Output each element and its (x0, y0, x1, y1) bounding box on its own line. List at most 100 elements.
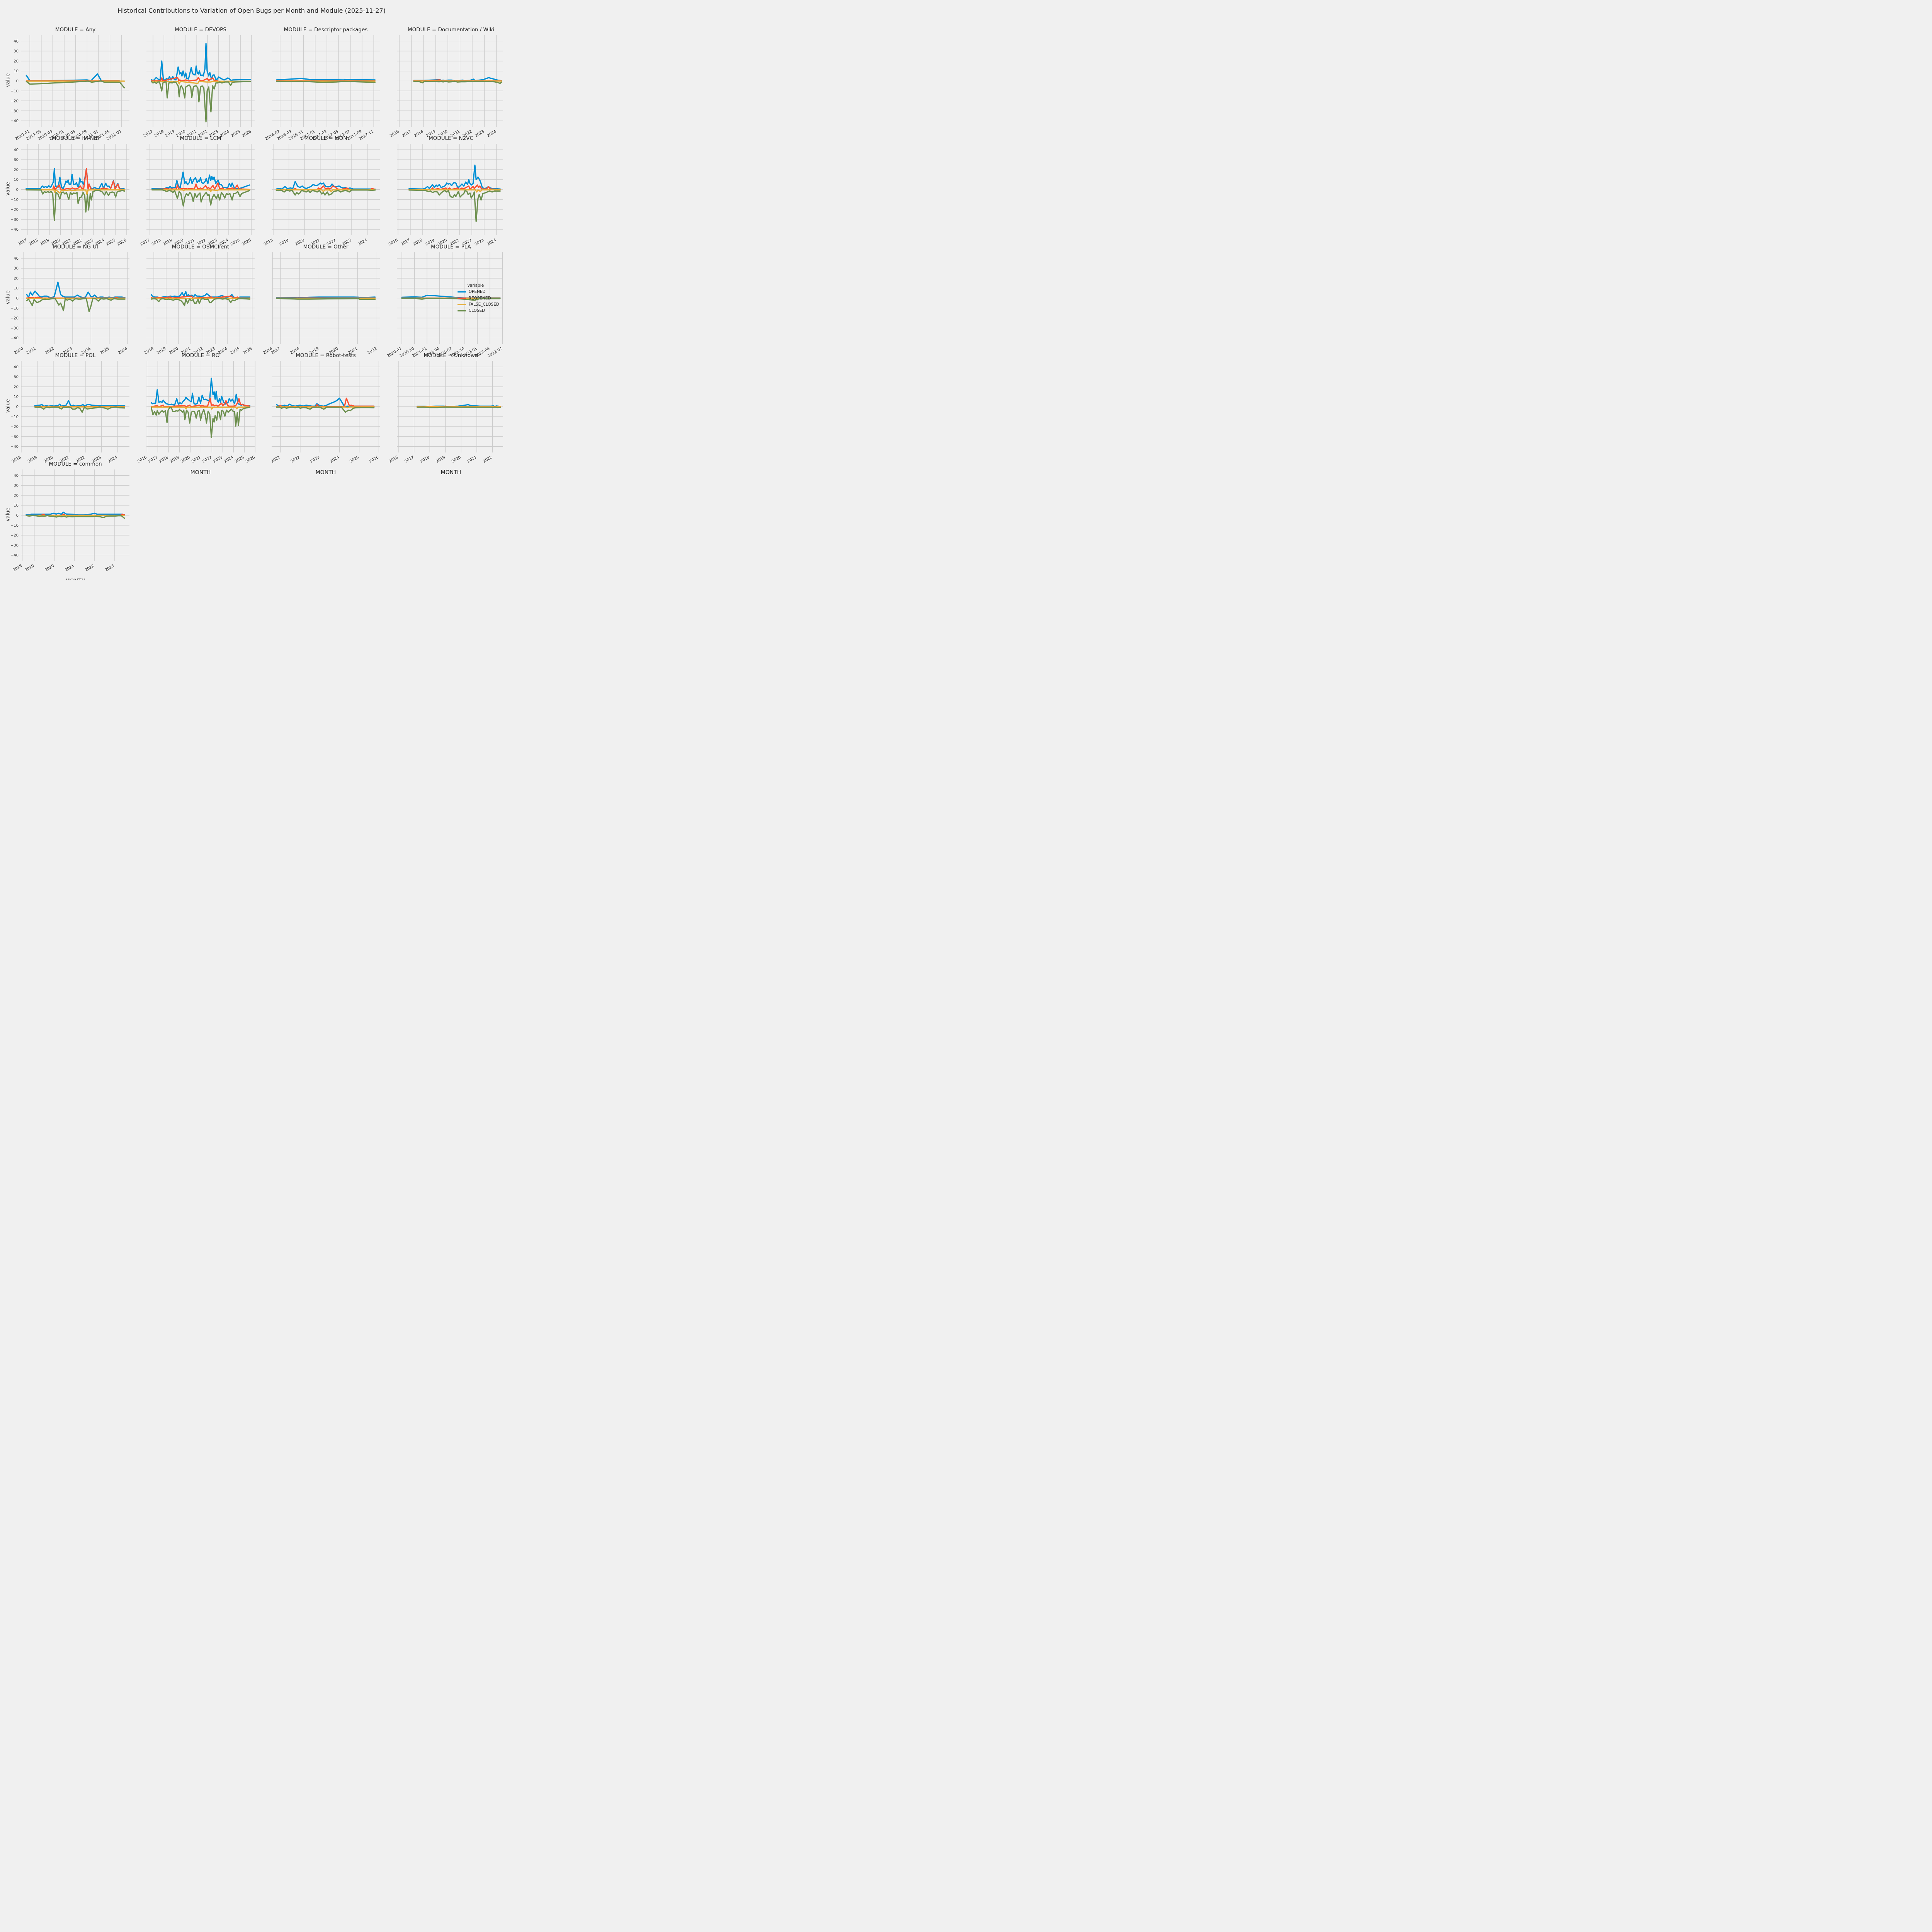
y-tick-label: −40 (10, 119, 19, 123)
chart-canvas: 2021 2022 2023 2024 2025 2026 (270, 361, 380, 464)
y-tick-label: 10 (14, 178, 19, 182)
series-reopened (151, 397, 250, 408)
y-tick-label: 0 (16, 188, 19, 192)
chart-canvas: 2020 2021 2022 2023 2024 2025 2026403020100−10… (10, 252, 129, 355)
series-closed (26, 298, 126, 312)
series-closed (151, 406, 250, 438)
series-false_closed (276, 406, 375, 408)
legend: variable OPENED REOPENED FALSE_CLOSED CLOSED (457, 282, 499, 314)
y-tick-label: 30 (14, 484, 19, 488)
x-tick-label: 2021 (191, 455, 202, 464)
chart-canvas: 2017 2018 2019 2020 2021 2022 2023 2024 2025 2026 (140, 144, 255, 247)
x-tick-label: 2022 (84, 564, 95, 572)
x-tick-label: 2016 (137, 455, 148, 464)
legend-entry-false_closed: FALSE_CLOSED (457, 301, 499, 308)
y-axis-label: value (5, 399, 11, 413)
series-reopened (408, 184, 501, 190)
y-tick-label: 30 (14, 158, 19, 162)
facet-title: MODULE = N2VC (429, 135, 473, 141)
chart-canvas: 2018 2019 2020 2021 2022 2023 40 30 20 10 0 −10 −20 −… (10, 469, 129, 572)
y-tick-label: −10 (10, 89, 19, 94)
series-reopened (151, 182, 250, 190)
y-tick-label: 20 (14, 168, 19, 172)
y-tick-label: −10 (10, 306, 19, 311)
chart-canvas: 2019-012019-052019-092020-012020-052020-… (10, 35, 129, 141)
y-tick-label: −30 (10, 543, 19, 548)
facet-title: MODULE = POL (55, 352, 96, 359)
series-closed (413, 80, 502, 84)
series-closed (276, 80, 376, 83)
y-axis-label: value (5, 73, 11, 87)
chart-canvas: 2018 2019 2020 2021 2022 2023 2024 2025 2026 (144, 252, 255, 355)
subplot-other: MODULE = Other 2016 2017 2018 2019 2020 2021 20… (262, 244, 380, 355)
series-reopened (26, 514, 125, 516)
subplot-robot-tests: MODULE = Robot-tests MONTH 2021 2022 2023 202… (270, 352, 380, 476)
series-closed (26, 80, 125, 88)
y-axis-label: value (5, 182, 11, 196)
facet-title: MODULE = MON (304, 135, 347, 141)
series-opened (26, 512, 125, 516)
y-tick-label: −10 (10, 198, 19, 202)
y-axis-label: value (5, 290, 11, 304)
subplot-documentation-wiki: MODULE = Documentation / Wiki 2016 2017 201… (389, 27, 503, 138)
x-tick-label: 2021 (64, 564, 75, 572)
subplot-descriptor-packages: MODULE = Descriptor-packages 2016-07 2016-… (265, 27, 380, 141)
figure: Historical Contributions to Variation of… (0, 0, 503, 580)
x-tick-label: 2019 (24, 564, 35, 572)
y-tick-label: 20 (14, 385, 19, 389)
subplot-im-nbi: MODULE = IM-NBI value 2017 2018 2019 2020 2021… (5, 135, 129, 247)
chart-canvas: 2016 2017 2018 2019 2020 2021 2022 2023 2024 (389, 35, 503, 138)
x-tick-label: 2020 (180, 455, 191, 464)
facet-title: MODULE = LCM (180, 135, 221, 141)
legend-swatch-icon (457, 310, 466, 312)
series-closed (151, 298, 250, 306)
subplot-devops: MODULE = DEVOPS 2017 2018 2019 2020 2021 2022 2… (143, 27, 255, 138)
series-opened (151, 171, 250, 189)
legend-label: OPENED (468, 289, 486, 294)
series-reopened (26, 168, 125, 190)
y-tick-label: 10 (14, 286, 19, 291)
x-tick-label: 2021 (467, 455, 478, 464)
chart-canvas: 2016-072016-092016-112017-012017-032017-… (265, 35, 380, 141)
y-tick-label: −20 (10, 99, 19, 104)
series-false_closed (408, 189, 501, 193)
facet-title: MODULE = DEVOPS (175, 27, 226, 33)
y-tick-label: 30 (14, 267, 19, 271)
legend-swatch-icon (457, 298, 466, 299)
y-tick-label: 40 (14, 39, 19, 44)
series-reopened (151, 77, 218, 82)
series-opened (26, 73, 120, 82)
x-tick-label: 2023 (310, 455, 321, 464)
series-opened (26, 281, 126, 298)
x-tick-label: 2025 (234, 455, 245, 464)
subplot-ro: MODULE = RO MONTH 2016 2017 2018 2019 2020 2021… (137, 352, 256, 476)
subplot-lcm: MODULE = LCM 2017 2018 2019 2020 2021 2022 2023… (140, 135, 255, 247)
facet-title: MODULE = PLA (431, 244, 471, 250)
x-tick-label: 2018 (12, 564, 23, 572)
y-tick-label: −40 (10, 553, 19, 558)
y-tick-label: −30 (10, 435, 19, 439)
chart-canvas: 2017 2018 2019 2020 2021 2022 2023 2024 2025 2026… (10, 144, 129, 247)
y-tick-label: 40 (14, 474, 19, 478)
x-tick-label: 2025 (349, 455, 360, 464)
x-tick-label: 2022 (202, 455, 213, 464)
y-tick-label: 0 (16, 79, 19, 83)
facet-title: MODULE = Documentation / Wiki (407, 27, 495, 33)
series-false_closed (151, 80, 251, 85)
facet-title: MODULE = Unknown (423, 352, 478, 359)
y-tick-label: 10 (14, 69, 19, 73)
y-tick-label: −40 (10, 228, 19, 232)
y-tick-label: 40 (14, 257, 19, 261)
x-tick-label: 2020 (44, 564, 55, 572)
x-tick-label: 2024 (223, 455, 234, 464)
chart-canvas: 2016 2017 2018 2019 2020 2021 2022 2023 2024 (388, 144, 503, 247)
series-false_closed (26, 189, 125, 195)
y-tick-label: 10 (14, 503, 19, 508)
series-closed (151, 189, 250, 207)
subplot-pla: MODULE = PLA variable OPENED REOPENED FALSE_… (386, 244, 503, 358)
facet-title: MODULE = Other (303, 244, 349, 250)
x-tick-label: 2017 (148, 455, 158, 464)
y-tick-label: 30 (14, 375, 19, 379)
series-false_closed (151, 189, 250, 192)
